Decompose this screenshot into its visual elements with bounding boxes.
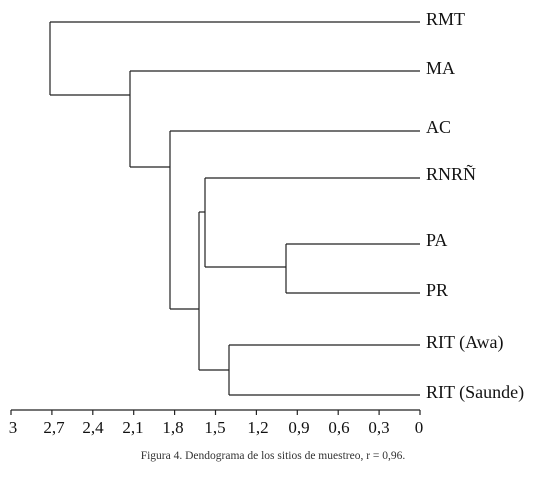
leaf-label-ac: AC — [426, 117, 451, 137]
x-tick-label: 1,8 — [162, 418, 183, 437]
leaf-labels: RMT MA AC RNRÑ PA PR RIT (Awa) RIT (Saun… — [426, 9, 524, 403]
figure-caption: Figura 4. Dendograma de los sitios de mu… — [140, 450, 406, 462]
leaf-label-pa: PA — [426, 230, 447, 250]
x-tick-label: 1,5 — [204, 418, 225, 437]
x-axis-ticks — [10, 410, 421, 415]
x-tick-label: 2,4 — [82, 418, 104, 437]
leaf-label-rnrn: RNRÑ — [426, 163, 476, 184]
x-axis: 3 2,7 2,4 2,1 1,8 1,5 1,2 0,9 0,6 0,3 0 — [9, 409, 424, 437]
x-tick-label: 0 — [415, 418, 424, 437]
x-tick-label: 1,2 — [247, 418, 268, 437]
x-axis-tick-labels: 3 2,7 2,4 2,1 1,8 1,5 1,2 0,9 0,6 0,3 0 — [9, 418, 424, 437]
leaf-label-rit-saunde: RIT (Saunde) — [426, 382, 524, 403]
x-tick-label: 0,9 — [288, 418, 309, 437]
x-tick-label: 3 — [9, 418, 18, 437]
x-tick-label: 0,6 — [328, 418, 349, 437]
leaf-label-rmt: RMT — [426, 9, 465, 29]
leaf-label-rit-awa: RIT (Awa) — [426, 332, 504, 353]
leaf-label-ma: MA — [426, 58, 455, 78]
leaf-label-pr: PR — [426, 280, 448, 300]
x-tick-label: 0,3 — [368, 418, 389, 437]
x-tick-label: 2,7 — [43, 418, 65, 437]
x-tick-label: 2,1 — [122, 418, 143, 437]
dendrogram-branches — [49, 21, 420, 396]
